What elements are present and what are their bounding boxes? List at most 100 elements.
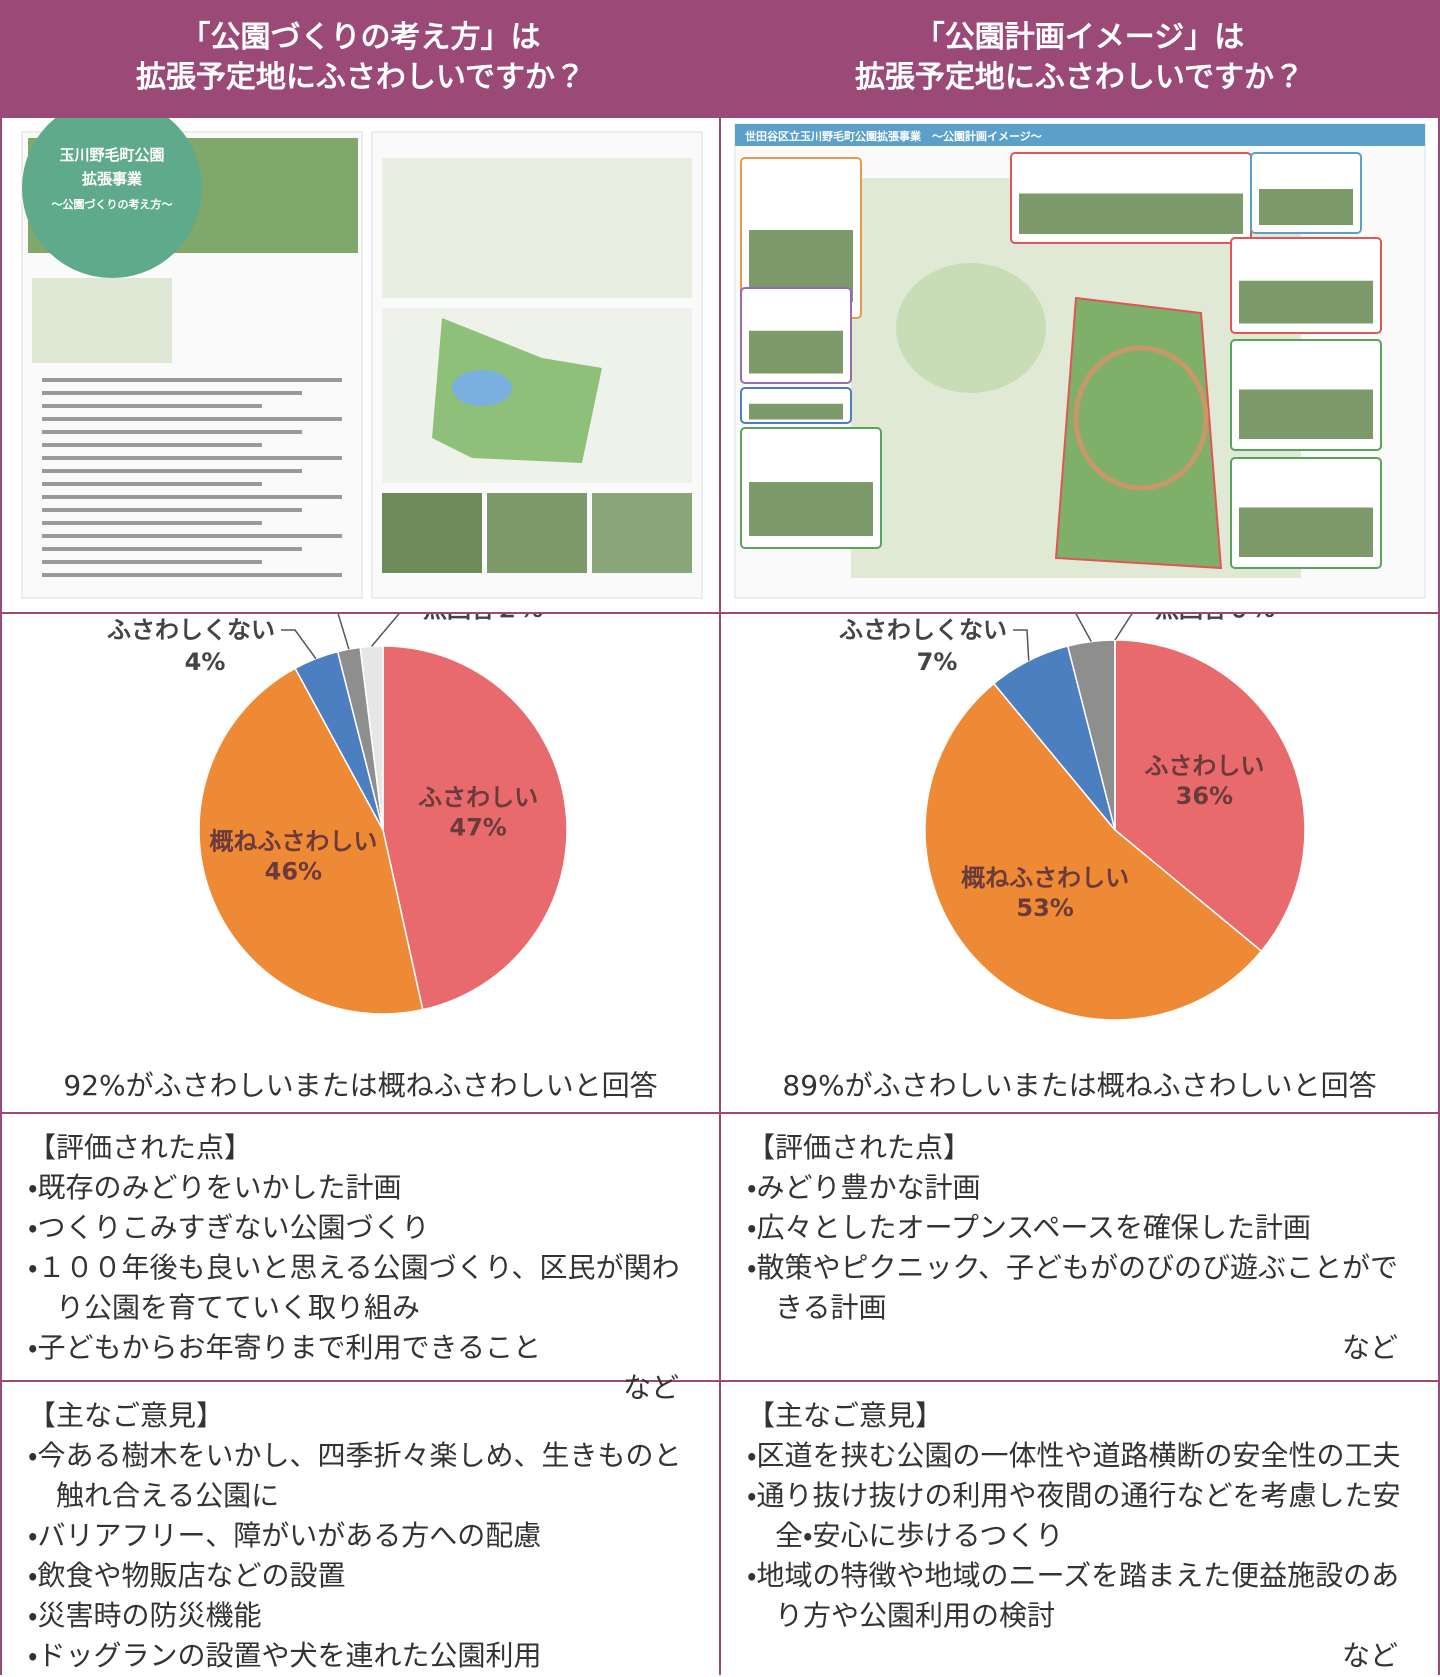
text-line	[42, 443, 262, 447]
text-line	[42, 378, 342, 382]
text-line	[42, 417, 342, 421]
column: 「公園計画イメージ」は拡張予定地にふさわしいですか？ 世田谷区立玉川野毛町公園拡張…	[721, 0, 1440, 1675]
opinions-section: 【主なご意見】・区道を挟む公園の一体性や道路横断の安全性の工夫・通り抜け抜けの利…	[721, 1382, 1438, 1677]
text-line	[42, 508, 302, 512]
callout-photo	[749, 331, 843, 374]
thumbnail-box: 世田谷区立玉川野毛町公園拡張事業 ～公園計画イメージ～	[721, 118, 1438, 614]
text-line	[42, 430, 302, 434]
list-item: ・区道を挟む公園の一体性や道路横断の安全性の工夫	[747, 1436, 1438, 1476]
chart-box: ふさわしい36%概ねふさわしい53%ふさわしくない7%分からない４%無回答０%8…	[721, 614, 1438, 1114]
list-item: ・つくりこみすぎない公園づくり	[28, 1208, 719, 1248]
photo	[487, 493, 587, 573]
text-line	[42, 482, 262, 486]
list-item: ・地域の特徴や地域のニーズを踏まえた便益施設のあり方や公園利用の検討	[747, 1556, 1438, 1636]
park-area	[1056, 298, 1221, 568]
thumb-title: 拡張事業	[82, 170, 143, 188]
leader-line	[281, 630, 316, 659]
thumb-title: 玉川野毛町公園	[59, 146, 164, 164]
list-item: ・今ある樹木をいかし、四季折々楽しめ、生きものと触れ合える公園に	[28, 1436, 719, 1516]
text-line	[42, 534, 342, 538]
slice-value: 36%	[1176, 782, 1233, 810]
slice-value: ２%	[495, 614, 543, 623]
text-line	[42, 495, 342, 499]
chart-summary: 92%がふさわしいまたは概ねふさわしいと回答	[2, 1064, 719, 1104]
slice-category: ふさわしくない	[839, 616, 1007, 644]
callout-photo	[749, 482, 873, 536]
slice-value: 4%	[185, 648, 226, 676]
section-heading: 【主なご意見】	[747, 1396, 1438, 1436]
map	[32, 278, 172, 363]
list-suffix: など	[747, 1328, 1438, 1368]
slice-category: 無回答	[1155, 614, 1228, 623]
header-line: 「公園づくりの考え方」は	[2, 18, 719, 58]
slice-value: 7%	[917, 648, 958, 676]
slice-value: 47%	[449, 814, 506, 842]
callout-photo	[1239, 281, 1373, 324]
list-item: ・ドッグランの設置や犬を連れた公園利用	[28, 1636, 719, 1676]
list-item: ・子どもからお年寄りまで利用できること	[28, 1328, 719, 1368]
lawn	[896, 263, 1046, 393]
header-line: 「公園計画イメージ」は	[721, 18, 1438, 58]
callout-photo	[1239, 508, 1373, 558]
list-item: ・広々としたオープンスペースを確保した計画	[747, 1208, 1438, 1248]
text-line	[42, 456, 342, 460]
list-item: ・１００年後も良いと思える公園づくり、区民が関わり公園を育てていく取り組み	[28, 1248, 719, 1328]
list-item: ・みどり豊かな計画	[747, 1168, 1438, 1208]
leader-line	[1115, 614, 1149, 640]
text-line	[42, 391, 302, 395]
plan-pond	[452, 370, 512, 406]
list-item: ・通り抜け抜けの利用や夜間の通行などを考慮した安全・安心に歩けるつくり	[747, 1476, 1438, 1556]
thumb-title: ～公園づくりの考え方～	[52, 197, 173, 211]
slice-value: 53%	[1016, 894, 1073, 922]
slice-category: ふさわしい	[418, 784, 538, 812]
column-header: 「公園計画イメージ」は拡張予定地にふさわしいですか？	[721, 0, 1438, 118]
section-heading: 【主なご意見】	[28, 1396, 719, 1436]
text-line	[42, 573, 342, 577]
leader-line	[1013, 630, 1029, 661]
leader-line	[317, 614, 349, 649]
slice-category: 概ねふさわしい	[209, 828, 377, 856]
chart-summary: 89%がふさわしいまたは概ねふさわしいと回答	[721, 1064, 1438, 1104]
slice-label: 無回答０%	[1155, 614, 1275, 623]
text-line	[42, 521, 262, 525]
list-item: ・災害時の防災機能	[28, 1596, 719, 1636]
page: 「公園づくりの考え方」は拡張予定地にふさわしいですか？ 玉川野毛町公園拡張事業 ～公…	[0, 0, 1440, 1675]
plan-top	[382, 158, 692, 298]
thumbnail-box: 玉川野毛町公園拡張事業 ～公園づくりの考え方～	[2, 118, 719, 614]
opinions-section: 【主なご意見】・今ある樹木をいかし、四季折々楽しめ、生きものと触れ合える公園に・…	[2, 1382, 719, 1677]
photo	[382, 493, 482, 573]
list-item: ・飲食や物販店などの設置	[28, 1556, 719, 1596]
list-item: ・バリアフリー、障がいがある方への配慮	[28, 1516, 719, 1556]
column-header: 「公園づくりの考え方」は拡張予定地にふさわしいですか？	[2, 0, 719, 118]
callout-photo	[1019, 194, 1243, 235]
callout-photo	[1239, 390, 1373, 440]
header-line: 拡張予定地にふさわしいですか？	[2, 58, 719, 98]
leader-line	[1049, 614, 1091, 641]
text-line	[42, 560, 262, 564]
evaluated-section: 【評価された点】・既存のみどりをいかした計画・つくりこみすぎない公園づくり・１０…	[2, 1114, 719, 1382]
list-suffix: など	[747, 1636, 1438, 1676]
thumbnail: 玉川野毛町公園拡張事業 ～公園づくりの考え方～	[2, 118, 719, 612]
text-line	[42, 547, 302, 551]
callout-photo	[1259, 189, 1353, 225]
text-line	[42, 469, 302, 473]
callout-photo	[749, 404, 843, 420]
section-heading: 【評価された点】	[747, 1128, 1438, 1168]
slice-value: 46%	[265, 858, 322, 886]
slice-value: ０%	[1227, 614, 1275, 623]
leader-line	[372, 614, 417, 646]
photo	[592, 493, 692, 573]
list-item: ・散策やピクニック、子どもがのびのび遊ぶことができる計画	[747, 1248, 1438, 1328]
header-line: 拡張予定地にふさわしいですか？	[721, 58, 1438, 98]
slice-category: ふさわしい	[1144, 752, 1264, 780]
slice-category: 無回答	[423, 614, 496, 623]
text-line	[42, 404, 262, 408]
column: 「公園づくりの考え方」は拡張予定地にふさわしいですか？ 玉川野毛町公園拡張事業 ～公…	[0, 0, 721, 1675]
thumb-title: 世田谷区立玉川野毛町公園拡張事業 ～公園計画イメージ～	[745, 129, 1042, 143]
section-heading: 【評価された点】	[28, 1128, 719, 1168]
slice-category: ふさわしくない	[107, 616, 275, 644]
evaluated-section: 【評価された点】・みどり豊かな計画・広々としたオープンスペースを確保した計画・散…	[721, 1114, 1438, 1382]
thumbnail: 世田谷区立玉川野毛町公園拡張事業 ～公園計画イメージ～	[721, 118, 1438, 612]
